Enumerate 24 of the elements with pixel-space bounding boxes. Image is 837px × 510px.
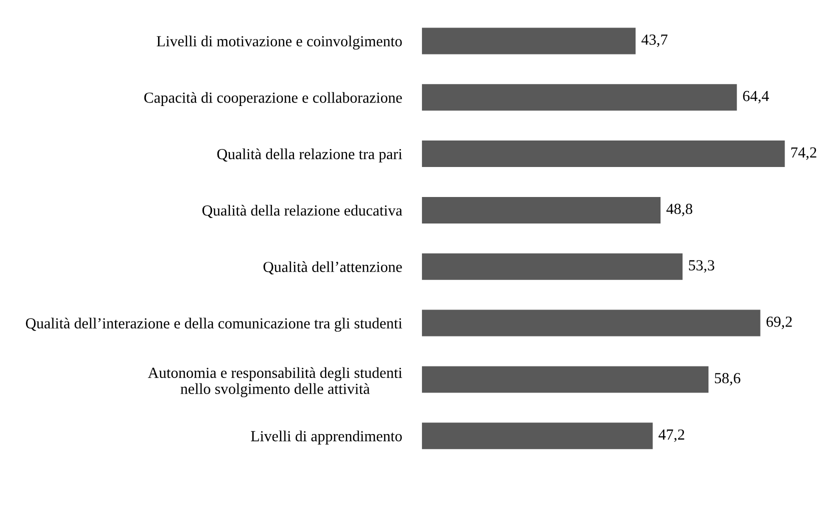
bar [422, 28, 636, 54]
bar [422, 310, 760, 336]
bar [422, 196, 661, 224]
y-tick-label: Qualità dell’interazione e della comunicazione tra gli studenti [26, 318, 402, 332]
bar [422, 253, 683, 280]
y-tick-label: Capacità di cooperazione e collaborazione [144, 92, 402, 106]
y-tick-label: Livelli di motivazione e coinvolgimento [156, 36, 402, 50]
data-label: 58,6 [714, 372, 740, 386]
y-tick-label: Qualità della relazione tra pari [217, 148, 402, 162]
data-label: 43,7 [641, 34, 668, 47]
data-label: 64,4 [743, 90, 769, 104]
data-label: 69,2 [766, 316, 792, 330]
y-tick-label: Qualità della relazione educativa [202, 204, 402, 218]
bar [422, 422, 653, 450]
bar [422, 84, 737, 111]
bar [422, 366, 708, 393]
data-label: 53,3 [689, 260, 714, 273]
y-tick-label: Livelli di apprendimento [250, 430, 402, 444]
data-label: 74,2 [791, 147, 816, 160]
data-label: 48,8 [666, 204, 692, 216]
bar [422, 140, 785, 168]
data-label: 47,2 [658, 429, 684, 442]
y-tick-label: Autonomia e responsabilità degli studenti nello svolgimento delle attività [148, 367, 402, 398]
y-tick-label: Qualità dell’attenzione [263, 261, 402, 274]
